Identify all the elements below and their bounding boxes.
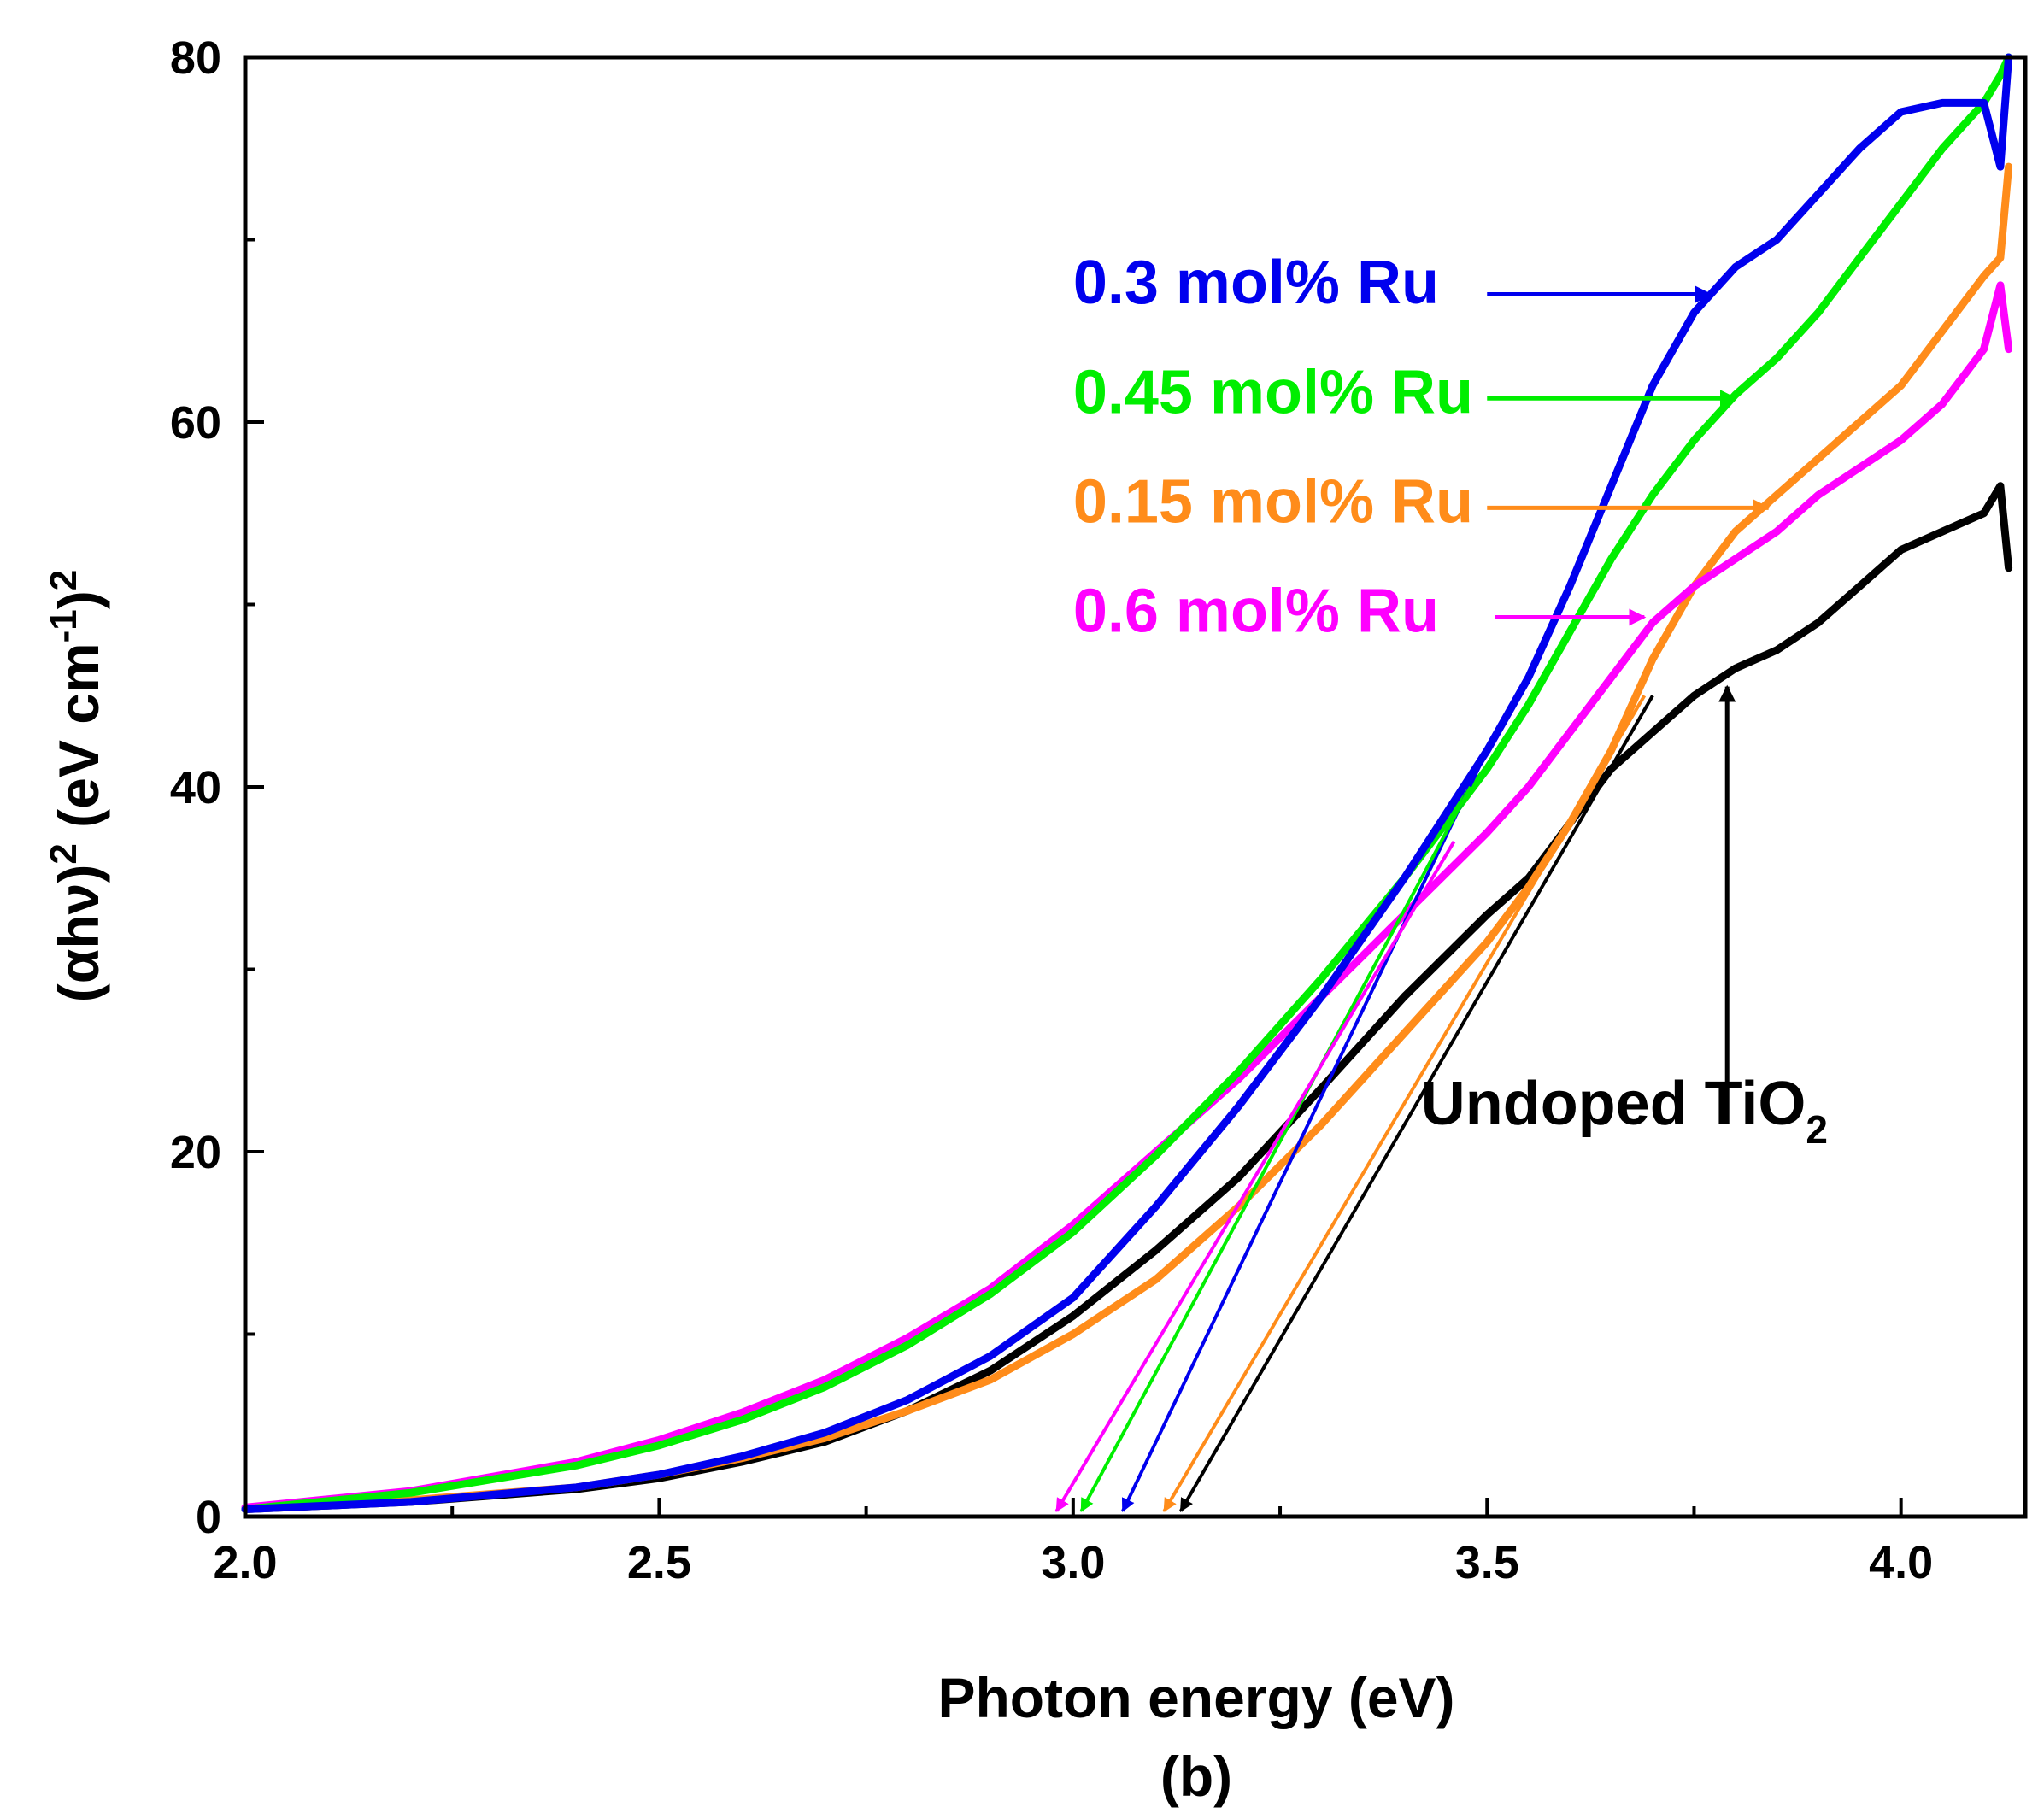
curves-layer (241, 53, 2013, 1513)
series-label-0-15-mol-ru: 0.15 mol% Ru (1073, 467, 1473, 536)
y-tick-label: 40 (170, 762, 221, 813)
y-axis-title: (αhν)2 (eV cm-1)2 (43, 570, 110, 1002)
series-label-0-45-mol-ru: 0.45 mol% Ru (1073, 358, 1473, 426)
y-tick-label: 60 (170, 397, 221, 449)
y-axis-title-sup2: -1 (43, 609, 85, 643)
tangent-layer (1054, 695, 1654, 1513)
y-axis-title-close: ) (47, 590, 110, 609)
x-tick-label: 2.0 (213, 1537, 277, 1588)
series-label-undoped-tio2: Undoped TiO2 (1421, 1070, 1828, 1152)
series-line-0-6-mol-ru (241, 281, 2013, 1511)
tangent-line-3 (1162, 695, 1647, 1512)
series-label-0-3-mol-ru: 0.3 mol% Ru (1073, 249, 1439, 317)
pointer-layer (1487, 285, 1771, 1124)
series-label-layer: 0.3 mol% Ru 0.45 mol% Ru 0.15 mol% Ru 0.6 m… (1073, 249, 1828, 1152)
y-axis-title-sup1: 2 (43, 843, 85, 864)
x-tick-label: 2.5 (627, 1537, 691, 1588)
x-tick-label: 3.5 (1455, 1537, 1519, 1588)
y-tick-label: 0 (196, 1492, 221, 1543)
x-tick-label: 4.0 (1869, 1537, 1933, 1588)
panel-label: (b) (1160, 1745, 1232, 1808)
y-axis-title-sup3: 2 (43, 570, 85, 590)
tangent-line-2 (1054, 841, 1456, 1512)
y-tick-label: 80 (170, 32, 221, 84)
tangent-line-1 (1079, 786, 1472, 1513)
x-tick-label: 3.0 (1041, 1537, 1105, 1588)
y-axis-title-main: (αhν) (47, 865, 110, 1003)
ticks-layer: 2.0 2.5 3.0 3.5 4.0 0 20 40 60 80 (170, 32, 1933, 1588)
y-axis-title-unit: (eV cm (47, 643, 110, 843)
series-label-0-6-mol-ru: 0.6 mol% Ru (1073, 578, 1439, 646)
series-line-0-3-mol-ru (241, 53, 2013, 1513)
tangent-line-4 (1179, 695, 1654, 1512)
y-tick-label: 20 (170, 1127, 221, 1178)
series-line-0-45-mol-ru (241, 53, 2013, 1513)
x-axis-title: Photon energy (eV) (937, 1666, 1454, 1729)
tangent-line-0 (1121, 749, 1489, 1513)
